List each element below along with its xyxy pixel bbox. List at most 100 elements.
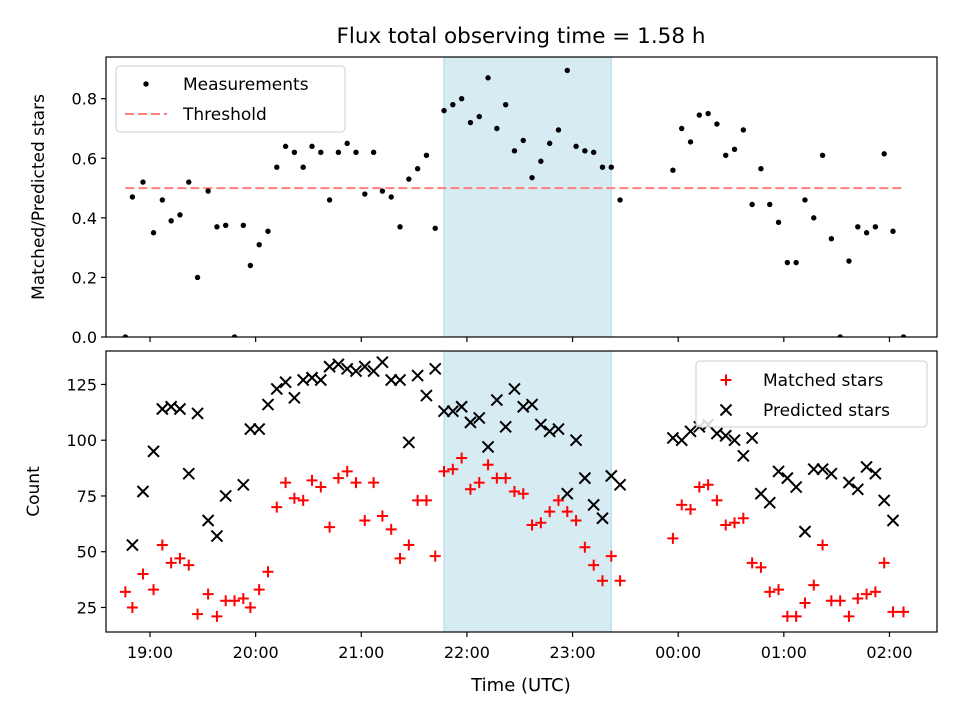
measurement-point (274, 164, 280, 170)
y-axis-label: Count (24, 466, 44, 517)
axes-frame (105, 56, 938, 338)
matched-point (517, 488, 529, 500)
predicted-point (860, 460, 873, 474)
measurement-point (529, 174, 535, 181)
matched-point (790, 610, 802, 622)
matched-point (526, 519, 538, 531)
y-tick-label: 0.2 (72, 268, 97, 287)
predicted-point (349, 364, 363, 378)
predicted-point (851, 483, 864, 496)
matched-point (552, 494, 564, 506)
measurement-point (811, 215, 817, 221)
predicted-point (666, 431, 680, 445)
matched-point (420, 494, 432, 506)
matched-point (192, 608, 204, 620)
matched-point (280, 477, 292, 489)
predicted-point (402, 436, 416, 449)
matched-point (253, 584, 265, 596)
predicted-point (340, 362, 354, 376)
matched-point (746, 557, 758, 569)
matched-point (244, 601, 256, 613)
legend-label: Measurements (183, 75, 309, 95)
matched-point (126, 601, 138, 613)
matched-point (834, 595, 846, 607)
predicted-point (684, 425, 697, 438)
measurement-point (511, 148, 518, 154)
measurement-point (538, 158, 544, 164)
measurement-point (309, 143, 315, 150)
measurement-point (423, 152, 430, 158)
measurement-point (881, 151, 887, 157)
matched-point (667, 532, 679, 544)
predicted-point (136, 485, 150, 498)
predicted-point (745, 431, 759, 445)
matched-point (596, 575, 608, 587)
predicted-point (613, 478, 627, 492)
matched-point (878, 557, 890, 569)
matched-point (898, 606, 910, 618)
measurement-point (159, 197, 166, 203)
measurement-point (696, 112, 703, 118)
predicted-point (499, 420, 512, 434)
x-tick-label: 20:00 (233, 643, 279, 662)
predicted-point (210, 529, 224, 543)
x-tick-label: 21:00 (338, 643, 384, 662)
matched-point (315, 481, 327, 493)
measurement-point (775, 219, 782, 226)
measurement-point (379, 188, 386, 194)
measurement-point (186, 179, 192, 185)
predicted-point (886, 514, 900, 527)
predicted-point (842, 476, 856, 489)
measurement-point (599, 164, 606, 170)
measurement-point (573, 143, 579, 150)
y-tick-label: 0.8 (72, 90, 97, 109)
chart-title: Flux total observing time = 1.58 h (337, 24, 706, 49)
measurement-point (223, 222, 229, 228)
measurement-point (467, 119, 474, 126)
predicted-point (147, 445, 160, 458)
measurement-point (388, 194, 394, 200)
measurement-point (458, 96, 465, 102)
matched-point (341, 465, 353, 477)
matched-point (165, 557, 177, 569)
matched-point (174, 552, 186, 564)
measurement-point (168, 218, 174, 224)
axes-frame (105, 350, 938, 633)
matched-point (324, 521, 336, 533)
matched-point (773, 584, 785, 596)
measurement-point (150, 230, 157, 236)
predicted-point (798, 525, 812, 538)
predicted-point (525, 398, 539, 411)
marker-layer (119, 355, 910, 622)
x-tick-label: 02:00 (866, 643, 912, 662)
predicted-point (508, 382, 521, 396)
matched-point (332, 472, 344, 484)
matched-point (843, 610, 855, 622)
measurement-point (502, 101, 509, 108)
measurement-point (679, 125, 685, 132)
matched-point (306, 474, 318, 486)
matched-point (447, 463, 459, 475)
measurement-point (617, 197, 623, 203)
predicted-point (517, 400, 530, 413)
matched-point (156, 539, 168, 551)
predicted-point (219, 489, 232, 503)
measurement-point (414, 166, 421, 172)
measurement-point (828, 236, 835, 242)
y-tick-label: 0.4 (72, 209, 97, 228)
measurement-point (784, 259, 791, 266)
matched-point (764, 586, 776, 598)
predicted-point (279, 376, 292, 389)
predicted-point (376, 355, 389, 369)
top-panel: 0.0 0.2 0.4 0.6 0.8 Matched/Predicted stars Me… (29, 56, 938, 347)
predicted-point (261, 398, 275, 411)
matched-point (456, 452, 468, 464)
legend-label: Matched stars (763, 371, 883, 391)
legend-label: Threshold (182, 105, 267, 125)
predicted-point (869, 467, 882, 480)
predicted-point (728, 433, 741, 447)
measurement-point (520, 137, 526, 144)
matched-point (720, 519, 732, 531)
measurement-point (758, 166, 764, 172)
predicted-point (825, 467, 838, 480)
